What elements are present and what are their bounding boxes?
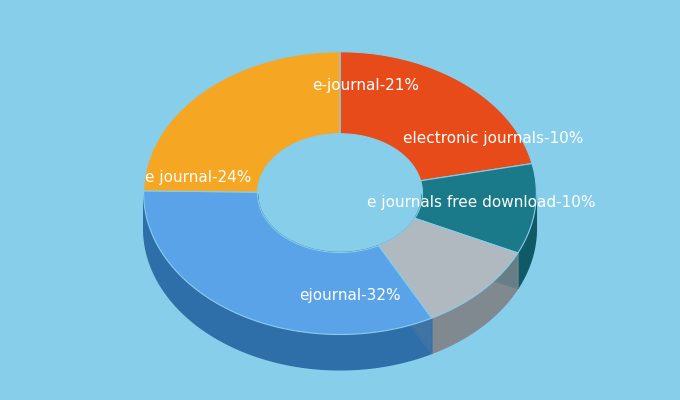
PathPatch shape: [143, 52, 340, 192]
Text: e journal-24%: e journal-24%: [146, 170, 252, 185]
PathPatch shape: [379, 218, 518, 318]
Polygon shape: [415, 218, 518, 288]
Polygon shape: [258, 194, 379, 288]
Polygon shape: [379, 246, 432, 354]
Polygon shape: [415, 194, 422, 254]
Text: electronic journals-10%: electronic journals-10%: [403, 131, 583, 146]
Text: e-journal-21%: e-journal-21%: [312, 78, 419, 93]
Polygon shape: [379, 218, 415, 281]
Polygon shape: [518, 194, 537, 288]
PathPatch shape: [415, 164, 537, 253]
Text: ejournal-32%: ejournal-32%: [299, 288, 401, 303]
Text: e journals free download-10%: e journals free download-10%: [367, 196, 596, 210]
Polygon shape: [415, 218, 518, 288]
PathPatch shape: [340, 52, 532, 181]
Polygon shape: [379, 246, 432, 354]
Polygon shape: [143, 196, 432, 370]
PathPatch shape: [143, 191, 432, 334]
Polygon shape: [432, 253, 518, 354]
